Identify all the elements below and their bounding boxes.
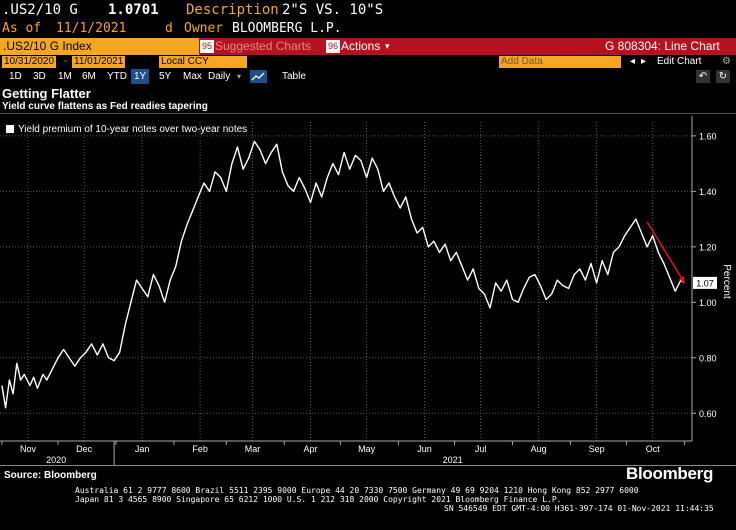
security-header: .US2/10 G 1.0701 Description 2"S VS. 10"… [0, 0, 736, 20]
asof-label: As of [2, 21, 42, 36]
y-tick-label: 1.20 [699, 242, 717, 252]
date-range-row: 10/31/2020 - 11/01/2021 Local CCY Add Da… [0, 55, 736, 69]
period-button-1y[interactable]: 1Y [131, 69, 150, 84]
footer-divider [0, 465, 736, 466]
y-tick-label: 0.60 [699, 409, 717, 419]
legend: Yield premium of 10-year notes over two-… [6, 124, 247, 135]
edit-chart-button[interactable]: Edit Chart [657, 56, 702, 67]
suggested-charts-number[interactable]: 95 [200, 40, 215, 53]
last-value: 1.0701 [108, 2, 159, 18]
security-subheader: As of 11/1/2021 d Owner BLOOMBERG L.P. [0, 20, 736, 38]
period-button-ytd[interactable]: YTD [107, 71, 127, 82]
last-value-marker: 1.07 [693, 276, 717, 289]
y-tick-label: 0.80 [699, 353, 717, 363]
add-data-input[interactable]: Add Data [499, 56, 621, 68]
annotation-arrow-line [646, 221, 686, 284]
bloomberg-logo: Bloomberg [626, 464, 714, 483]
x-tick-label: Nov [20, 444, 37, 454]
footer-contacts-1: Australia 61 2 9777 8600 Brazil 5511 239… [75, 486, 639, 495]
table-button[interactable]: Table [282, 71, 306, 82]
suggested-charts-button[interactable]: Suggested Charts [215, 39, 312, 53]
chart-id: G 808304: Line Chart [605, 39, 720, 53]
start-date-field[interactable]: 10/31/2020 [2, 56, 57, 68]
function-toolbar: .US2/10 G Index 95 Suggested Charts 96 A… [0, 38, 736, 55]
annotation-group [646, 221, 686, 284]
frequency-select[interactable]: Daily [208, 71, 231, 82]
x-tick-label: May [358, 444, 376, 454]
period-button-5y[interactable]: 5Y [159, 71, 172, 82]
x-tick-label: Aug [531, 444, 547, 454]
x-tick-label: Oct [646, 444, 661, 454]
legend-swatch [6, 125, 14, 133]
period-button-max[interactable]: Max [183, 71, 202, 82]
currency-select[interactable]: Local CCY [159, 56, 247, 68]
x-axis: Nov Dec Jan Feb Mar Apr May Jun Jul Aug Sep Oct 2020… [0, 440, 692, 465]
x-tick-label: Jun [417, 444, 432, 454]
line-chart-icon[interactable] [250, 70, 267, 83]
x-tick-label: Apr [303, 444, 317, 454]
description-value: 2"S VS. 10"S [282, 2, 384, 18]
last-value-label: 1.07 [696, 278, 714, 288]
series-group: 1.07 [1, 140, 717, 409]
asof-value[interactable]: 11/1/2021 [56, 21, 127, 36]
owner-value: BLOOMBERG L.P. [232, 21, 342, 36]
series-line [1, 140, 685, 409]
x-tick-label: Sep [589, 444, 605, 454]
refresh-icon[interactable]: ↻ [716, 70, 730, 83]
y-axis-label: Percent [721, 264, 732, 299]
title-divider [0, 113, 736, 114]
x-tick-label: Jul [475, 444, 487, 454]
x-tick-label: Dec [76, 444, 93, 454]
index-field[interactable]: .US2/10 G Index [0, 38, 199, 55]
actions-dropdown-icon[interactable]: ▾ [385, 41, 390, 51]
end-date-field[interactable]: 11/01/2021 [72, 56, 126, 68]
period-button-3d[interactable]: 3D [33, 71, 46, 82]
gear-icon[interactable]: ⚙ [722, 56, 731, 67]
nav-right-icon[interactable]: ▸ [641, 56, 647, 67]
year-label: 2020 [46, 455, 66, 465]
footer-contacts-2: Japan 81 3 4565 8900 Singapore 65 6212 1… [75, 495, 562, 504]
actions-number[interactable]: 96 [326, 40, 341, 53]
y-tick-label: 1.40 [699, 187, 717, 197]
footer-session: SN 546549 EDT GMT-4:00 H361-397-174 01-N… [444, 504, 714, 513]
asof-d-label: d [165, 21, 173, 36]
x-tick-label: Mar [245, 444, 261, 454]
description-label: Description [186, 2, 279, 18]
ticker[interactable]: .US2/10 G [2, 2, 78, 18]
y-axis: 0.60 0.80 1.00 1.20 1.40 1.60 Percent [691, 116, 732, 441]
period-button-6m[interactable]: 6M [82, 71, 96, 82]
period-button-1d[interactable]: 1D [9, 71, 22, 82]
x-tick-label: Jan [135, 444, 150, 454]
annotation-arrow-head [678, 275, 685, 283]
y-tick-label: 1.00 [699, 298, 717, 308]
date-separator: - [64, 56, 68, 67]
legend-label: Yield premium of 10-year notes over two-… [18, 124, 248, 135]
period-row: 1D 3D 1M 6M YTD 1Y 5Y Max Daily ▾ Table ↶ ↻ [0, 69, 736, 84]
frequency-dropdown-icon[interactable]: ▾ [237, 72, 242, 81]
source-label: Source: Bloomberg [4, 470, 97, 481]
grid [0, 122, 692, 441]
chart-subtitle: Yield curve flattens as Fed readies tape… [2, 101, 208, 112]
chart-title: Getting Flatter [2, 86, 91, 101]
actions-button[interactable]: Actions [341, 39, 381, 53]
y-tick-label: 1.60 [699, 131, 717, 141]
period-button-1m[interactable]: 1M [58, 71, 72, 82]
owner-label: Owner [184, 21, 224, 36]
nav-left-icon[interactable]: ◂ [630, 56, 636, 67]
year-label: 2021 [443, 455, 463, 465]
last-value-box [693, 276, 717, 289]
line-chart: Nov Dec Jan Feb Mar Apr May Jun Jul Aug Sep Oct 2020… [0, 116, 732, 465]
x-tick-label: Feb [192, 444, 208, 454]
undo-icon[interactable]: ↶ [696, 70, 710, 83]
line-chart-icon-glyph [251, 72, 265, 81]
